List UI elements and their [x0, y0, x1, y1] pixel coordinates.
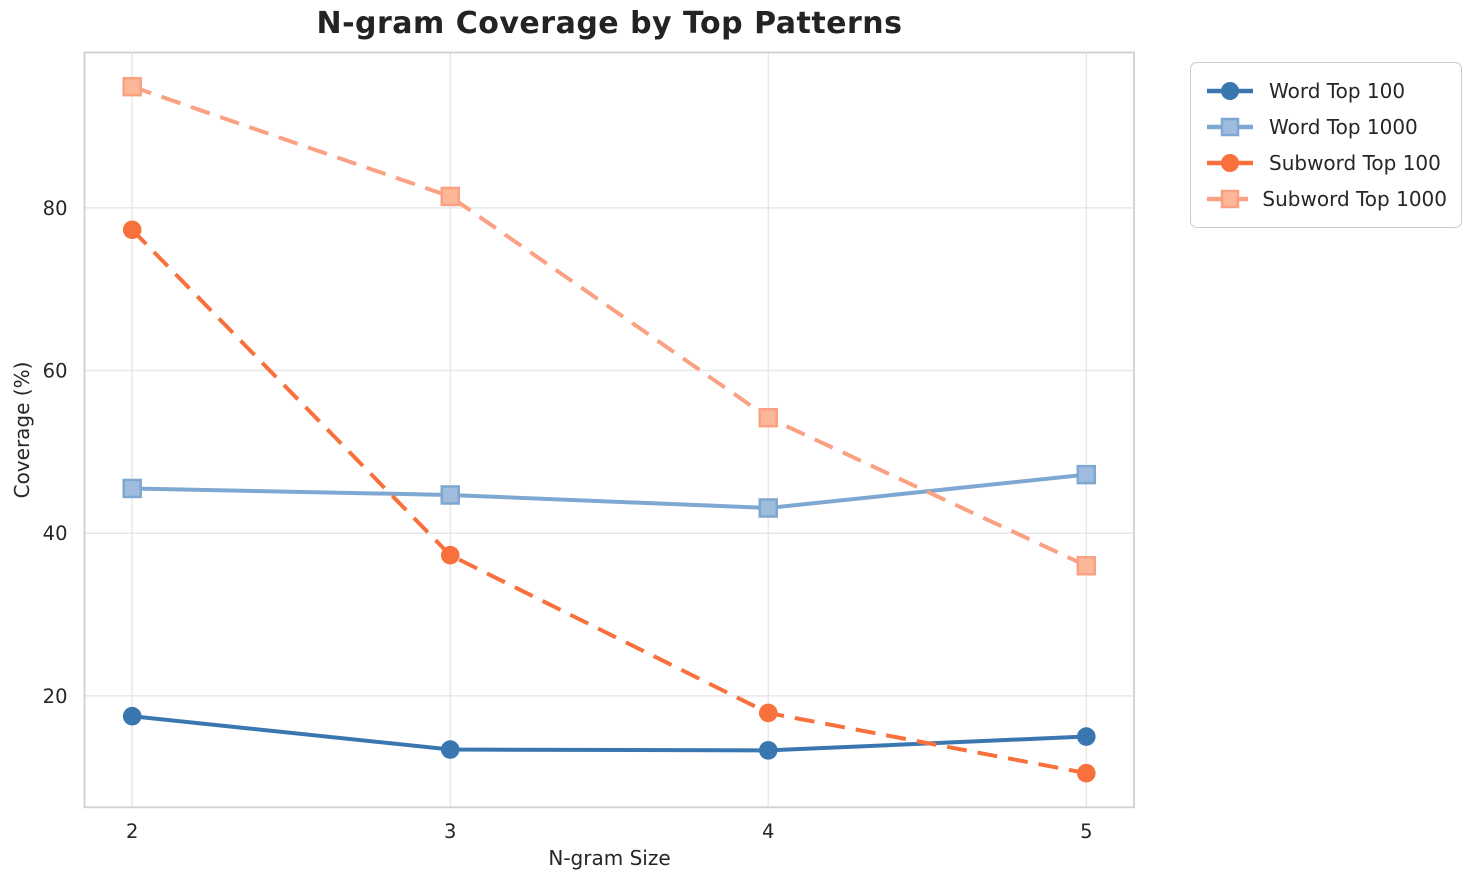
legend-label: Word Top 1000 [1269, 115, 1418, 139]
legend-item-subword-top-100: Subword Top 100 [1205, 145, 1447, 181]
series-line-subword-top-100-marker [758, 703, 778, 723]
legend-square-sample-icon [1207, 117, 1253, 137]
legend-label: Subword Top 1000 [1262, 187, 1447, 211]
y-tick-label: 80 [43, 197, 68, 220]
legend-marker-icon [1220, 117, 1240, 137]
series-line-word-top-1000-marker [440, 485, 460, 505]
legend-item-subword-top-1000: Subword Top 1000 [1205, 181, 1447, 217]
series-line-word-top-1000-marker [122, 478, 142, 499]
series-line-word-top-100-marker [1076, 727, 1096, 746]
legend: Word Top 100 Word Top 1000 Subword Top 100… [1190, 62, 1462, 228]
series-line-word-top-100-marker [758, 741, 778, 760]
legend-item-word-top-100: Word Top 100 [1205, 73, 1447, 109]
series-line-word-top-1000-marker [1076, 464, 1097, 485]
legend-marker-icon [1221, 154, 1239, 172]
series-line-subword-top-1000-marker [758, 407, 779, 428]
legend-label: Word Top 100 [1269, 79, 1406, 103]
legend-label: Subword Top 100 [1269, 151, 1441, 175]
legend-item-word-top-1000: Word Top 1000 [1205, 109, 1447, 145]
y-tick-label: 60 [43, 360, 68, 383]
legend-marker-icon [1221, 82, 1239, 100]
series-line-subword-top-100-marker [122, 220, 142, 240]
x-axis-label: N-gram Size [548, 846, 671, 870]
series-line-word-top-1000 [132, 472, 1087, 510]
series-line-subword-top-1000-marker [122, 76, 142, 97]
plot-border [83, 51, 1135, 809]
x-tick-label: 5 [1080, 820, 1092, 843]
legend-square-sample-icon [1207, 189, 1249, 209]
chart-title: N-gram Coverage by Top Patterns [316, 6, 903, 41]
series-line-word-top-100 [131, 714, 1087, 753]
x-tick-label: 3 [444, 820, 456, 843]
x-tick-label: 4 [762, 820, 774, 843]
legend-marker-icon [1220, 189, 1240, 209]
y-tick-label: 40 [43, 522, 68, 545]
series-line-word-top-1000-marker [758, 498, 779, 518]
series-line-subword-top-100 [130, 228, 1087, 776]
series-line-word-top-100-marker [122, 706, 142, 726]
x-tick-label: 2 [126, 820, 138, 843]
y-tick-label: 20 [43, 685, 68, 708]
legend-circle-sample-icon [1207, 154, 1253, 172]
series-line-subword-top-1000 [131, 84, 1088, 568]
series-line-subword-top-1000-marker [440, 186, 460, 207]
legend-circle-sample-icon [1207, 82, 1253, 100]
series-line-subword-top-100-marker [440, 545, 460, 565]
series-line-word-top-100-marker [440, 740, 460, 759]
y-axis-label: Coverage (%) [10, 361, 34, 499]
series-line-subword-top-1000-marker [1076, 555, 1097, 576]
series-line-subword-top-100-marker [1076, 763, 1096, 783]
